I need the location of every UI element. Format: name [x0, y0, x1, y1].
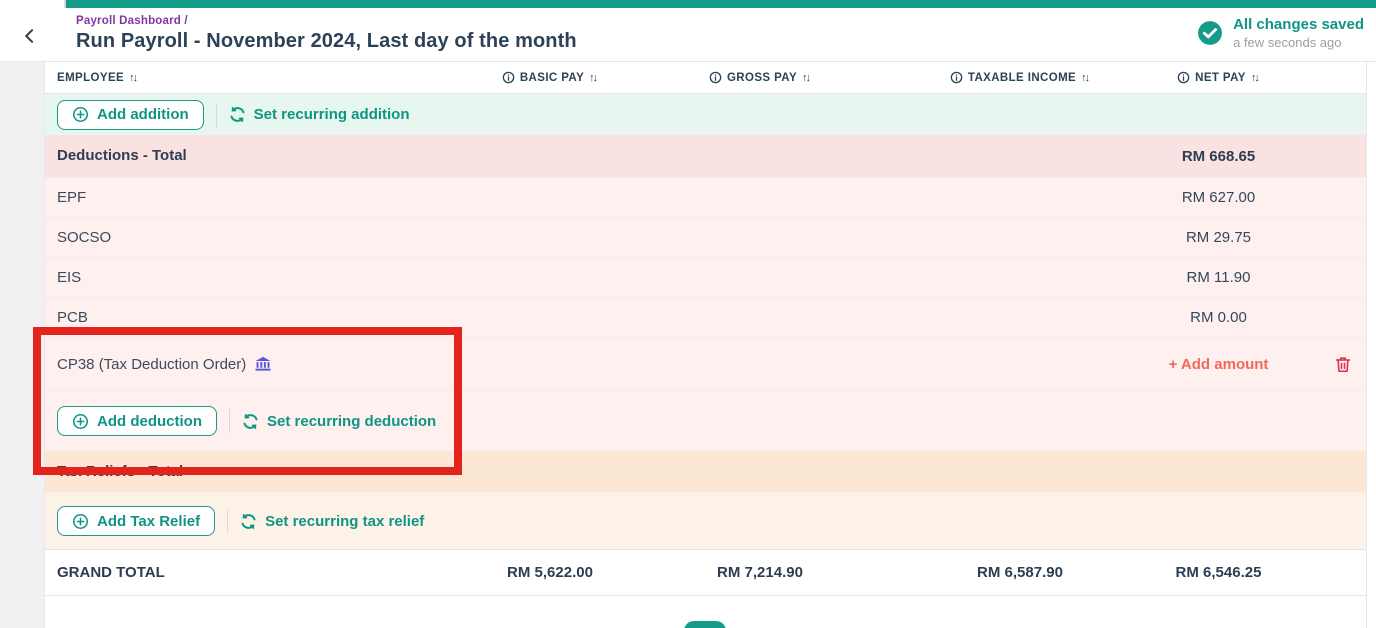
column-header-employee[interactable]: EMPLOYEE ↑↓	[57, 72, 445, 84]
save-status-label: All changes saved	[1233, 16, 1364, 33]
brand-color-bar	[66, 0, 1376, 8]
add-amount-link[interactable]: + Add amount	[1168, 355, 1269, 373]
back-button[interactable]	[16, 22, 44, 50]
set-recurring-addition-link[interactable]: Set recurring addition	[229, 106, 410, 123]
divider	[227, 509, 229, 533]
deduction-row-cp38: CP38 (Tax Deduction Order) + Add amount	[45, 338, 1366, 391]
deduction-row-pcb: PCB RM 0.00	[45, 298, 1366, 338]
deduction-net-value: RM 0.00	[1190, 309, 1247, 326]
chevron-left-icon	[20, 26, 40, 46]
set-recurring-deduction-label: Set recurring deduction	[267, 412, 437, 430]
set-recurring-deduction-link[interactable]: Set recurring deduction	[242, 413, 436, 430]
column-header-gross-pay[interactable]: GROSS PAY ↑↓	[655, 71, 865, 84]
deduction-row-socso: SOCSO RM 29.75	[45, 218, 1366, 258]
divider	[229, 409, 230, 433]
set-recurring-tax-relief-link[interactable]: Set recurring tax relief	[240, 513, 424, 530]
deduction-net-value: RM 627.00	[1181, 189, 1256, 206]
column-header-taxable-income[interactable]: TAXABLE INCOME ↑↓	[895, 71, 1145, 84]
deduction-net-value: RM 11.90	[1186, 269, 1251, 286]
additions-actions-row: Add addition Set recurring addition	[45, 94, 1366, 135]
plus-circle-icon	[72, 106, 89, 123]
page-title: Run Payroll - November 2024, Last day of…	[76, 30, 577, 52]
grand-total-taxable: RM 6,587.90	[977, 564, 1063, 581]
grand-total-basic: RM 5,622.00	[507, 564, 593, 581]
save-status-time: a few seconds ago	[1233, 35, 1342, 50]
set-recurring-addition-label: Set recurring addition	[253, 106, 410, 123]
deduction-net-value: RM 29.75	[1185, 229, 1252, 246]
check-circle-icon	[1197, 20, 1223, 46]
top-brand-strip	[0, 0, 1376, 8]
deduction-label: EIS	[57, 269, 82, 286]
tax-reliefs-actions-row: Add Tax Relief Set recurring tax relief	[45, 493, 1366, 549]
plus-circle-icon	[72, 513, 89, 530]
sort-icon[interactable]: ↑↓	[802, 71, 811, 84]
breadcrumb[interactable]: Payroll Dashboard /	[76, 15, 188, 27]
add-tax-relief-button[interactable]: Add Tax Relief	[57, 506, 216, 536]
set-recurring-tax-relief-label: Set recurring tax relief	[265, 512, 425, 530]
sort-icon[interactable]: ↑↓	[1081, 71, 1090, 84]
title-block: Payroll Dashboard / Run Payroll - Novemb…	[76, 15, 577, 53]
add-deduction-button[interactable]: Add deduction	[57, 406, 217, 436]
add-tax-relief-label: Add Tax Relief	[97, 512, 201, 530]
divider	[215, 102, 217, 127]
table-header-row: EMPLOYEE ↑↓ BASIC PAY ↑↓ G	[45, 62, 1366, 94]
refresh-icon	[229, 106, 246, 123]
column-header-basic-pay[interactable]: BASIC PAY ↑↓	[445, 71, 655, 84]
strip-divider	[64, 0, 66, 8]
info-icon[interactable]	[1177, 71, 1190, 84]
bottom-action-pill[interactable]	[684, 621, 726, 628]
add-deduction-label: Add deduction	[97, 412, 202, 430]
grand-total-row: GRAND TOTAL RM 5,622.00 RM 7,214.90 RM 6…	[45, 549, 1366, 596]
deductions-total-value: RM 668.65	[1181, 147, 1256, 165]
trash-icon[interactable]	[1334, 355, 1352, 374]
tax-reliefs-section-label: Tax Reliefs - Total	[57, 462, 184, 480]
deduction-row-epf: EPF RM 627.00	[45, 178, 1366, 218]
deductions-section-label: Deductions - Total	[57, 147, 187, 164]
deduction-label: CP38 (Tax Deduction Order)	[57, 355, 247, 373]
column-label: EMPLOYEE	[57, 71, 125, 84]
column-label: GROSS PAY	[726, 71, 798, 84]
page-header: Payroll Dashboard / Run Payroll - Novemb…	[0, 8, 1376, 62]
refresh-icon	[242, 413, 259, 430]
info-icon[interactable]	[709, 71, 722, 84]
column-label: NET PAY	[1195, 71, 1246, 84]
column-header-net-pay[interactable]: NET PAY ↑↓	[1145, 71, 1292, 84]
deductions-actions-row: Add deduction Set recurring deduction	[45, 391, 1366, 451]
deductions-total-row: Deductions - Total RM 668.65	[45, 135, 1366, 178]
save-status: All changes saved a few seconds ago	[1197, 16, 1364, 50]
deduction-label: EPF	[57, 189, 87, 206]
bank-icon[interactable]	[254, 355, 272, 373]
deduction-label: PCB	[57, 309, 88, 326]
plus-circle-icon	[72, 413, 89, 430]
add-addition-button[interactable]: Add addition	[57, 99, 204, 130]
deduction-row-eis: EIS RM 11.90	[45, 258, 1366, 298]
tax-reliefs-total-row: Tax Reliefs - Total	[45, 451, 1366, 493]
left-gutter	[0, 62, 44, 628]
grand-total-net: RM 6,546.25	[1175, 564, 1262, 581]
column-label: TAXABLE INCOME	[967, 71, 1077, 84]
grand-total-label: GRAND TOTAL	[57, 564, 165, 581]
info-icon[interactable]	[950, 71, 963, 84]
info-icon[interactable]	[502, 71, 515, 84]
refresh-icon	[240, 513, 257, 530]
sort-icon[interactable]: ↑↓	[1250, 71, 1260, 84]
add-addition-label: Add addition	[97, 106, 189, 123]
deduction-label: SOCSO	[57, 229, 112, 246]
grand-total-gross: RM 7,214.90	[717, 564, 803, 581]
payroll-table: EMPLOYEE ↑↓ BASIC PAY ↑↓ G	[44, 62, 1367, 628]
column-label: BASIC PAY	[519, 71, 585, 84]
sort-icon[interactable]: ↑↓	[129, 71, 138, 84]
sort-icon[interactable]: ↑↓	[589, 71, 598, 84]
